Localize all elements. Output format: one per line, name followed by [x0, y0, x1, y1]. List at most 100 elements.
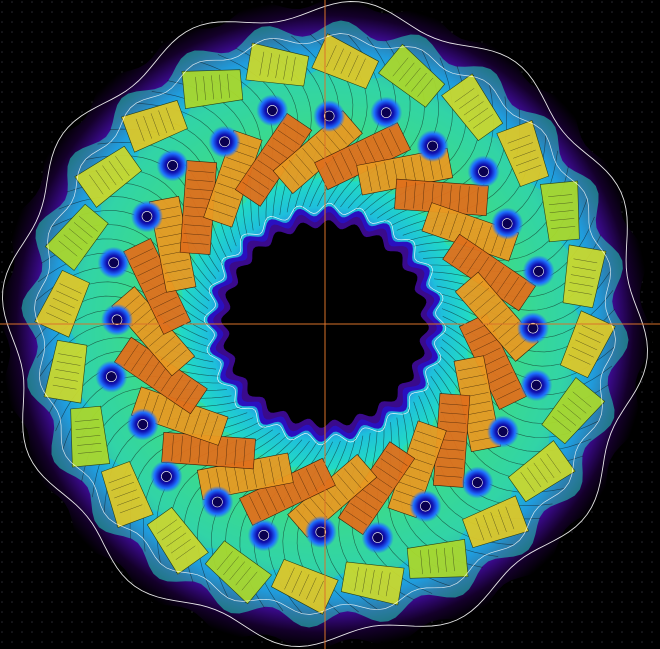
magnet-hatch: [131, 308, 152, 327]
magnet-hatch: [345, 510, 368, 526]
magnet-hatch: [377, 571, 383, 595]
magnet-hatch: [273, 483, 286, 508]
magnet-hatch: [410, 157, 417, 183]
magnet-hatch: [507, 134, 531, 144]
slot-core: [420, 500, 431, 512]
slot-core: [266, 105, 278, 116]
magnet-hatch: [223, 556, 239, 576]
magnet-hatch: [475, 517, 485, 541]
magnet-hatch: [203, 76, 206, 101]
magnet-hatch: [496, 271, 512, 294]
magnet-hatch: [340, 51, 352, 74]
magnet-hatch: [59, 283, 82, 294]
magnet-hatch: [297, 472, 310, 496]
magnet-hatch: [168, 374, 184, 397]
slot-core: [258, 529, 270, 541]
magnet-hatch: [160, 312, 185, 325]
magnet-hatch: [243, 440, 246, 467]
magnet-hatch: [354, 567, 359, 591]
slot-core: [219, 136, 230, 148]
magnet-hatch: [166, 532, 187, 547]
magnet-hatch: [188, 170, 215, 173]
magnet-hatch: [141, 272, 166, 285]
slot-core: [527, 322, 539, 334]
magnet-hatch: [420, 550, 423, 575]
magnet-hatch: [75, 427, 100, 430]
magnet-hatch: [68, 228, 88, 244]
magnet-hatch: [95, 169, 110, 190]
magnet-hatch: [192, 409, 202, 435]
magnet-hatch: [247, 174, 270, 190]
magnet-hatch: [175, 545, 196, 560]
magnet-hatch: [380, 132, 393, 157]
magnet-hatch: [578, 332, 601, 343]
magnet-hatch: [223, 165, 249, 175]
magnet-hatch: [56, 361, 81, 366]
magnet-hatch: [422, 183, 425, 210]
magnet-hatch: [164, 268, 191, 274]
magnet-hatch: [505, 506, 515, 530]
slot-core: [472, 477, 483, 488]
magnet-hatch: [489, 266, 505, 289]
magnet-hatch: [267, 144, 290, 160]
outer-magnet: [560, 310, 616, 378]
magnet-hatch: [77, 451, 102, 454]
magnet-hatch: [392, 57, 409, 77]
outer-magnet: [462, 495, 529, 548]
magnet-hatch: [398, 62, 415, 82]
outer-magnet: [441, 73, 504, 142]
magnet-hatch: [550, 218, 575, 221]
magnet-hatch: [161, 525, 182, 541]
magnet-hatch: [567, 397, 587, 414]
magnet-hatch: [158, 232, 184, 239]
magnet-hatch: [448, 213, 458, 239]
magnet-hatch: [77, 443, 102, 446]
magnet-hatch: [265, 487, 278, 512]
magnet-hatch: [137, 264, 162, 277]
magnet-hatch: [123, 344, 139, 367]
magnet-hatch: [370, 569, 375, 594]
magnet-hatch: [405, 67, 421, 87]
magnet-hatch: [291, 570, 303, 593]
magnet-hatch: [165, 107, 175, 131]
magnet-hatch: [52, 297, 75, 309]
magnet-hatch: [343, 468, 362, 489]
magnet-hatch: [496, 388, 521, 400]
slot-core: [372, 532, 384, 543]
magnet-hatch: [458, 185, 461, 212]
magnet-hatch: [158, 110, 168, 134]
magnet-hatch: [575, 339, 598, 351]
magnet-hatch: [284, 567, 295, 590]
outer-magnet: [74, 145, 143, 208]
magnet-hatch: [154, 336, 175, 354]
magnet-hatch: [417, 77, 433, 97]
magnet-hatch: [436, 548, 439, 573]
magnet-hatch: [569, 282, 594, 287]
magnet-hatch: [385, 572, 391, 597]
magnet-hatch: [549, 210, 574, 213]
slot-core: [111, 314, 123, 326]
magnet-hatch: [404, 181, 407, 208]
magnet-hatch: [52, 384, 77, 390]
magnet-hatch: [198, 436, 201, 463]
magnet-hatch: [281, 165, 300, 186]
magnet-hatch: [224, 466, 231, 493]
magnet-hatch: [526, 467, 542, 488]
magnet-hatch: [398, 481, 424, 491]
magnet-hatch: [166, 349, 187, 368]
magnet-hatch: [272, 137, 295, 153]
magnet-hatch: [211, 75, 214, 100]
magnet-hatch: [184, 224, 211, 227]
magnet-hatch: [350, 502, 373, 519]
outer-magnet: [311, 33, 379, 89]
outer-magnet: [496, 120, 549, 187]
magnet-hatch: [129, 248, 154, 260]
slot-core: [212, 496, 223, 508]
magnet-hatch: [497, 509, 507, 532]
magnet-hatch: [114, 489, 137, 499]
magnet-hatch: [503, 276, 520, 299]
magnet-hatch: [49, 305, 72, 316]
slot-core: [167, 160, 178, 171]
magnet-hatch: [437, 457, 464, 460]
